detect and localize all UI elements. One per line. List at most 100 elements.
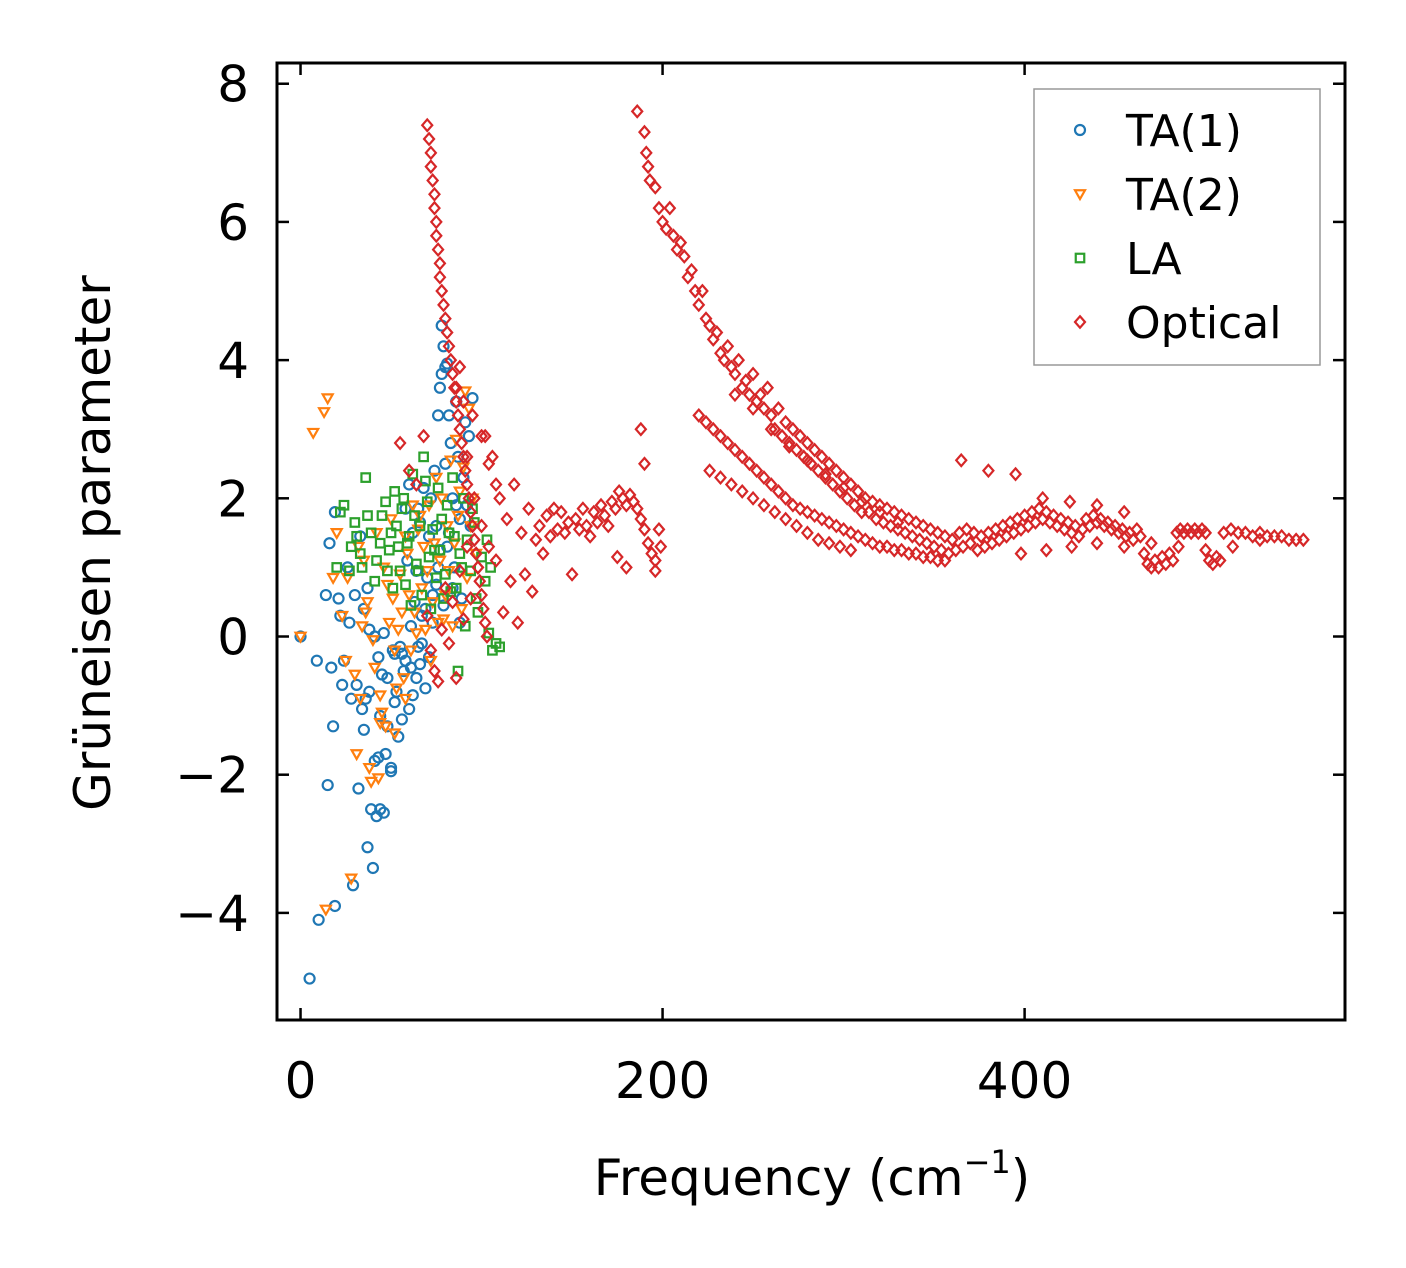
legend-marker	[1074, 252, 1086, 264]
data-point	[742, 456, 756, 472]
data-point	[375, 707, 389, 720]
data-point	[475, 587, 489, 603]
data-point	[310, 654, 323, 667]
y-tick-label: −2	[175, 747, 249, 805]
data-point	[851, 483, 865, 499]
data-point	[377, 806, 390, 819]
data-point	[456, 449, 470, 465]
data-point	[396, 503, 408, 515]
data-point	[413, 510, 427, 523]
data-point	[855, 494, 869, 510]
data-point	[434, 493, 449, 506]
data-point	[594, 497, 608, 513]
data-point	[344, 873, 359, 886]
data-point	[371, 773, 386, 786]
data-point	[366, 861, 380, 875]
data-point	[494, 641, 506, 653]
data-point	[455, 435, 469, 451]
data-point	[380, 579, 395, 592]
legend: TA(1) TA(2) LA Optical	[1033, 88, 1321, 366]
x-axis-label: Frequency (cm−1)	[594, 1143, 1031, 1207]
data-point	[353, 693, 368, 706]
data-point	[424, 642, 438, 658]
data-point	[473, 573, 487, 589]
data-point	[402, 463, 416, 479]
plot-frame	[275, 61, 1347, 1022]
data-point	[476, 601, 490, 617]
data-point	[695, 283, 709, 299]
data-point	[829, 518, 843, 534]
data-point	[412, 565, 424, 577]
data-point	[1009, 466, 1023, 482]
data-point	[447, 472, 458, 483]
data-point	[648, 563, 662, 579]
data-point	[433, 381, 447, 394]
data-point	[1296, 532, 1310, 548]
data-point	[362, 762, 377, 776]
data-point	[458, 463, 472, 479]
legend-label: LA	[1126, 234, 1182, 285]
data-point	[329, 528, 344, 541]
data-point	[507, 477, 521, 492]
data-point	[429, 228, 443, 244]
data-point	[376, 510, 388, 521]
data-point	[451, 510, 465, 523]
data-point	[429, 214, 443, 230]
data-point	[757, 401, 771, 416]
data-point	[427, 538, 442, 551]
data-point	[373, 690, 388, 703]
data-point	[960, 521, 974, 537]
data-point	[1061, 515, 1075, 530]
data-point	[461, 403, 476, 416]
data-point	[440, 325, 454, 340]
data-point	[768, 504, 782, 520]
data-point	[424, 159, 438, 175]
legend-label: TA(2)	[1125, 170, 1242, 221]
legend-marker	[1073, 314, 1087, 330]
data-point	[338, 499, 350, 511]
data-point	[414, 520, 426, 532]
data-point	[815, 449, 829, 465]
data-point	[569, 511, 583, 527]
data-point	[388, 696, 401, 709]
data-point	[641, 159, 655, 175]
data-point	[387, 582, 399, 594]
data-point	[659, 221, 673, 237]
data-point	[306, 427, 321, 440]
data-point	[786, 497, 800, 513]
data-point	[779, 511, 793, 527]
data-point	[775, 428, 789, 444]
data-point	[735, 483, 749, 499]
data-point	[356, 562, 368, 573]
data-point	[343, 616, 356, 629]
data-point	[1014, 546, 1028, 562]
data-point	[536, 546, 550, 562]
legend-entry: TA(1)	[1073, 106, 1242, 157]
data-point	[411, 558, 422, 570]
legend-entry: LA	[1074, 234, 1182, 285]
data-point	[927, 539, 941, 555]
axis-tick-labels: 0 200 400 −4 −2 0 2 4 6 8	[175, 56, 1072, 1110]
data-point	[924, 549, 937, 565]
data-point	[350, 678, 363, 691]
data-point	[368, 754, 381, 767]
data-point	[398, 492, 410, 504]
data-point	[728, 387, 742, 403]
data-point	[750, 463, 764, 479]
data-point	[372, 751, 385, 764]
data-point	[458, 386, 473, 399]
data-point	[583, 528, 597, 544]
legend-entry: Optical	[1073, 298, 1281, 349]
data-point	[793, 501, 807, 517]
y-axis-label: Grüneisen parameter	[64, 275, 122, 811]
data-point	[837, 480, 851, 496]
y-tick-label: 2	[217, 470, 249, 528]
data-point	[409, 477, 423, 492]
data-point	[449, 670, 463, 686]
data-point	[851, 528, 865, 544]
data-point	[469, 546, 483, 562]
data-point	[822, 535, 836, 551]
data-point	[402, 590, 417, 603]
data-point	[364, 776, 379, 789]
